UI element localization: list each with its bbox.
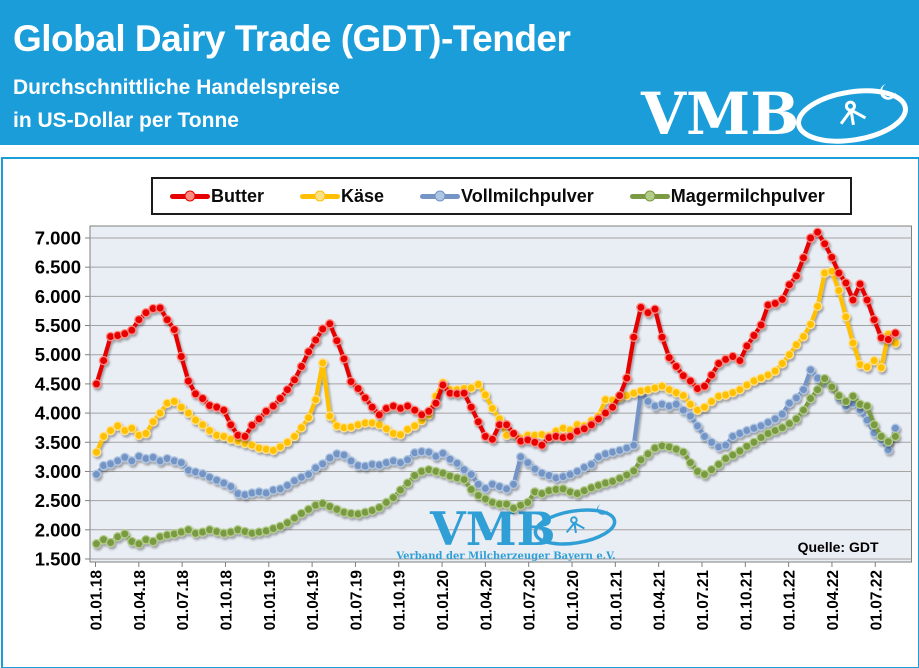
svg-text:2.000: 2.000 (35, 519, 81, 540)
svg-text:01.01.18: 01.01.18 (89, 570, 106, 631)
source-note: Quelle: GDT (798, 539, 879, 555)
svg-text:6.500: 6.500 (35, 257, 81, 278)
svg-text:1.500: 1.500 (35, 548, 81, 569)
svg-text:01.04.20: 01.04.20 (478, 570, 495, 630)
svg-text:7.000: 7.000 (35, 228, 81, 249)
legend-label-butter: Butter (211, 185, 264, 206)
svg-text:01.04.18: 01.04.18 (132, 570, 149, 631)
svg-text:01.07.18: 01.07.18 (175, 570, 192, 631)
svg-text:01.07.22: 01.07.22 (868, 570, 885, 630)
svg-text:01.04.19: 01.04.19 (305, 570, 322, 631)
svg-text:3.500: 3.500 (35, 432, 81, 453)
legend-item-kaese: Käse (300, 186, 384, 207)
svg-text:2.500: 2.500 (35, 490, 81, 511)
svg-text:01.01.19: 01.01.19 (262, 570, 279, 631)
svg-text:01.07.21: 01.07.21 (695, 570, 712, 631)
svg-text:4.000: 4.000 (35, 403, 81, 424)
vmb-logo: VMB (640, 80, 908, 146)
legend-item-magermilchpulver: Magermilchpulver (629, 185, 825, 207)
header: Global Dairy Trade (GDT)-Tender Durchsch… (0, 0, 919, 146)
legend-swatch-butter (170, 190, 210, 202)
svg-text:01.04.21: 01.04.21 (652, 570, 669, 631)
chart-panel: Butter Käse Vollmilchpulver Magermilchpu… (1, 157, 919, 668)
svg-text:6.000: 6.000 (35, 286, 81, 307)
page-subtitle-1: Durchschnittliche Handelspreise (13, 76, 340, 99)
svg-text:01.07.19: 01.07.19 (348, 570, 365, 631)
legend-swatch-magermilchpulver (629, 190, 670, 202)
legend-swatch-kaese (300, 190, 340, 202)
svg-text:4.500: 4.500 (35, 373, 81, 394)
chart-legend: Butter Käse Vollmilchpulver Magermilchpu… (151, 177, 852, 215)
svg-text:5.500: 5.500 (35, 315, 81, 336)
page-title: Global Dairy Trade (GDT)-Tender (13, 18, 571, 59)
svg-text:01.07.20: 01.07.20 (522, 570, 539, 630)
svg-text:01.01.20: 01.01.20 (435, 570, 452, 630)
svg-text:5.000: 5.000 (35, 344, 81, 365)
legend-label-magermilchpulver: Magermilchpulver (670, 185, 825, 206)
svg-text:01.04.22: 01.04.22 (825, 570, 842, 630)
legend-swatch-vollmilchpulver (420, 190, 461, 202)
svg-text:01.01.22: 01.01.22 (782, 570, 799, 630)
vmb-logo-text: VMB (640, 80, 799, 146)
vmb-logo-ellipse-icon (796, 88, 908, 144)
svg-text:01.01.21: 01.01.21 (608, 570, 625, 631)
page-subtitle-2: in US-Dollar per Tonne (13, 109, 239, 132)
price-chart: 7.000 6.500 6.000 5.500 5.000 4.500 4.000 3.500… (35, 225, 912, 631)
legend-item-butter: Butter (170, 186, 264, 207)
svg-text:3.000: 3.000 (35, 461, 81, 482)
vmb-logo-crescent-icon (880, 84, 896, 100)
legend-label-kaese: Käse (341, 185, 385, 206)
svg-text:01.10.18: 01.10.18 (218, 570, 235, 631)
svg-text:01.10.20: 01.10.20 (565, 570, 582, 630)
svg-text:01.10.19: 01.10.19 (392, 570, 409, 631)
svg-text:Verband der Milcherzeuger Baye: Verband der Milcherzeuger Bayern e.V. (395, 551, 615, 562)
legend-item-vollmilchpulver: Vollmilchpulver (420, 186, 594, 207)
legend-label-vollmilchpulver: Vollmilchpulver (461, 185, 594, 206)
svg-text:01.10.21: 01.10.21 (738, 570, 755, 631)
